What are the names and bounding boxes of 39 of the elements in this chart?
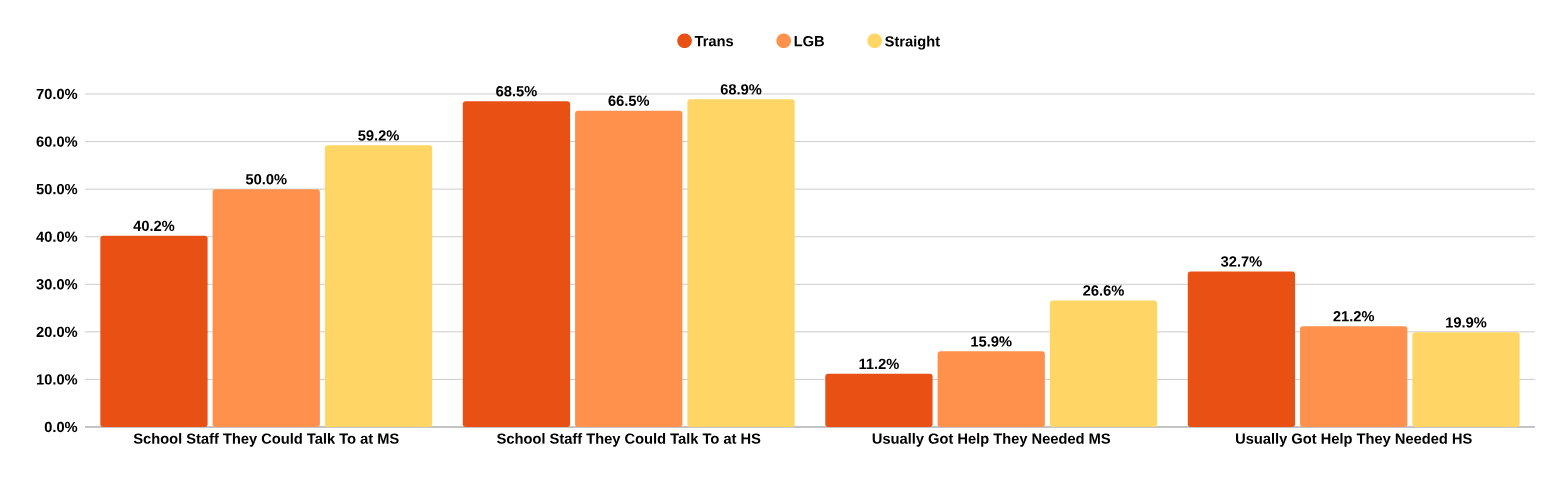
bar <box>324 145 433 427</box>
y-tick-label: 20.0% <box>36 326 78 338</box>
y-tick-label: 40.0% <box>36 231 78 242</box>
data-label: 68.9% <box>720 84 762 95</box>
bar <box>1300 326 1408 427</box>
legend-label: Trans <box>694 36 734 47</box>
legend-label: LGB <box>794 35 824 47</box>
data-label: 15.9% <box>971 336 1012 347</box>
bar <box>462 101 571 427</box>
bar <box>100 235 208 427</box>
data-label: 26.6% <box>1083 285 1124 296</box>
x-tick-label: Usually Got Help They Needed MS <box>872 433 1111 447</box>
data-label: 59.2% <box>358 130 399 141</box>
x-tick-label: Usually Got Help They Needed HS <box>1236 433 1472 447</box>
y-tick-label: 30.0% <box>36 279 78 290</box>
bar <box>212 189 320 427</box>
data-label: 11.2% <box>859 358 899 369</box>
x-tick-label: School Staff They Could Talk To at HS <box>497 433 761 447</box>
y-tick-label: 0.0% <box>44 421 78 433</box>
data-label: 66.5% <box>608 95 650 106</box>
y-tick-label: 60.0% <box>36 136 78 147</box>
data-label: 32.7% <box>1220 256 1262 267</box>
bar <box>937 351 1045 427</box>
bar <box>1049 300 1158 427</box>
data-label: 68.5% <box>496 86 537 97</box>
legend-label: Straight <box>885 35 940 50</box>
bar <box>825 373 933 427</box>
bar <box>575 110 683 427</box>
data-label: 21.2% <box>1333 311 1375 322</box>
data-label: 50.0% <box>245 174 287 185</box>
x-tick-label: School Staff They Could Talk To at MS <box>133 433 399 447</box>
y-tick-label: 50.0% <box>36 183 78 195</box>
data-label: 40.2% <box>133 220 175 232</box>
bar <box>1412 332 1520 427</box>
y-tick-label: 10.0% <box>36 374 78 385</box>
bar <box>687 99 795 427</box>
y-tick-label: 70.0% <box>36 88 78 100</box>
bar <box>1187 271 1296 427</box>
data-label: 19.9% <box>1446 317 1487 328</box>
